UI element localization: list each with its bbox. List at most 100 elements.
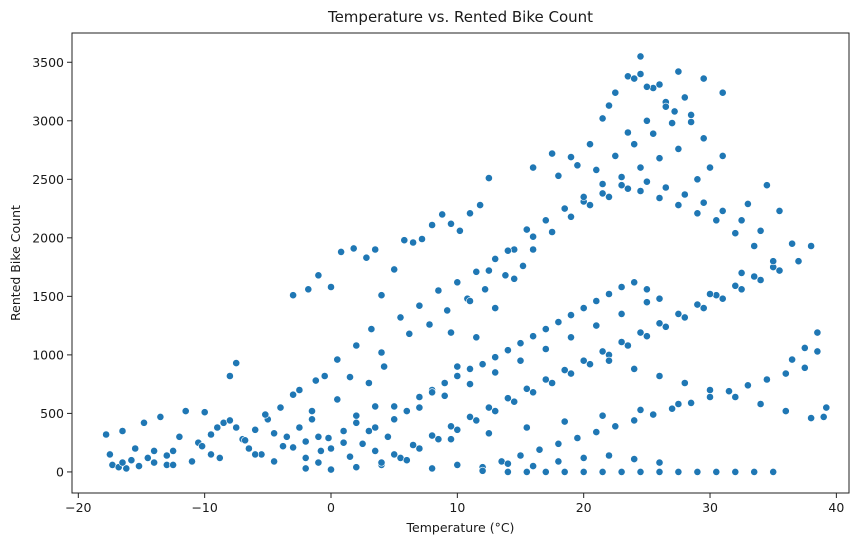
data-point — [510, 274, 519, 283]
data-point — [617, 338, 626, 346]
data-point — [687, 398, 695, 407]
data-point — [706, 290, 714, 298]
data-point — [127, 456, 136, 465]
data-point — [225, 372, 234, 380]
data-point — [737, 285, 746, 294]
data-point — [316, 446, 325, 455]
data-point — [491, 407, 500, 415]
data-point — [118, 427, 127, 435]
data-point — [339, 427, 348, 435]
data-point — [529, 462, 537, 470]
data-point — [472, 267, 481, 276]
data-point — [611, 151, 620, 160]
data-point — [491, 353, 500, 362]
data-point — [636, 328, 645, 337]
data-point — [409, 238, 417, 247]
data-point — [522, 225, 531, 234]
data-point — [428, 221, 436, 229]
data-point — [371, 423, 380, 432]
data-point — [346, 452, 354, 461]
data-point — [337, 247, 345, 256]
data-point — [541, 325, 550, 333]
data-point — [304, 285, 313, 294]
data-point — [390, 402, 399, 411]
data-point — [405, 329, 414, 338]
data-point — [251, 425, 260, 434]
data-point — [541, 467, 550, 476]
data-point — [352, 411, 361, 420]
data-point — [699, 304, 708, 312]
data-point — [434, 286, 443, 295]
data-point — [756, 400, 765, 408]
data-point — [560, 417, 569, 426]
data-point — [636, 52, 645, 61]
data-point — [522, 423, 531, 432]
data-point — [390, 265, 399, 274]
data-point — [548, 228, 556, 236]
data-point — [244, 444, 253, 453]
data-point — [800, 363, 809, 372]
data-point — [560, 366, 569, 374]
data-point — [503, 467, 512, 476]
data-point — [744, 381, 752, 390]
data-point — [693, 209, 702, 218]
data-point — [175, 432, 184, 441]
data-point — [668, 404, 676, 413]
y-tick-label: 3000 — [32, 113, 64, 128]
data-point — [567, 369, 575, 378]
data-point — [598, 347, 607, 356]
data-point — [261, 410, 270, 419]
data-point — [687, 118, 695, 126]
data-point — [655, 372, 664, 380]
data-point — [781, 407, 790, 415]
data-point — [409, 441, 417, 449]
data-point — [750, 272, 759, 281]
data-point — [327, 444, 335, 453]
data-point — [592, 165, 601, 174]
data-point — [358, 439, 367, 448]
data-point — [327, 283, 335, 291]
data-point — [333, 355, 342, 364]
data-point — [712, 291, 721, 300]
data-point — [484, 403, 493, 412]
data-point — [396, 313, 405, 322]
data-point — [706, 393, 714, 401]
data-point — [769, 467, 778, 476]
data-point — [548, 379, 556, 387]
data-point — [737, 216, 746, 225]
data-point — [643, 82, 651, 91]
data-point — [718, 206, 727, 215]
y-axis-label: Rented Bike Count — [8, 205, 23, 321]
x-tick-label: 20 — [576, 500, 592, 515]
data-point — [680, 379, 689, 387]
data-point — [466, 364, 474, 373]
data-point — [643, 285, 651, 294]
data-point — [516, 451, 525, 460]
data-point — [491, 368, 500, 377]
data-point — [371, 446, 380, 455]
data-point — [232, 359, 241, 367]
data-point — [295, 423, 304, 432]
data-point — [763, 375, 771, 384]
data-point — [655, 319, 664, 328]
data-point — [819, 412, 828, 421]
data-point — [215, 453, 224, 462]
data-point — [731, 393, 740, 401]
data-point — [301, 464, 310, 473]
data-point — [737, 268, 746, 277]
data-point — [630, 140, 639, 149]
data-point — [455, 226, 464, 235]
data-point — [289, 443, 297, 452]
data-point — [554, 318, 563, 326]
data-point — [314, 432, 323, 441]
data-point — [440, 391, 449, 400]
data-point — [699, 74, 708, 83]
data-point — [693, 300, 702, 309]
data-point — [314, 271, 323, 280]
data-point — [643, 177, 651, 186]
data-point — [447, 219, 455, 228]
data-point — [661, 183, 670, 192]
data-point — [605, 356, 613, 365]
x-tick-label: 10 — [449, 500, 465, 515]
data-point — [484, 266, 493, 275]
